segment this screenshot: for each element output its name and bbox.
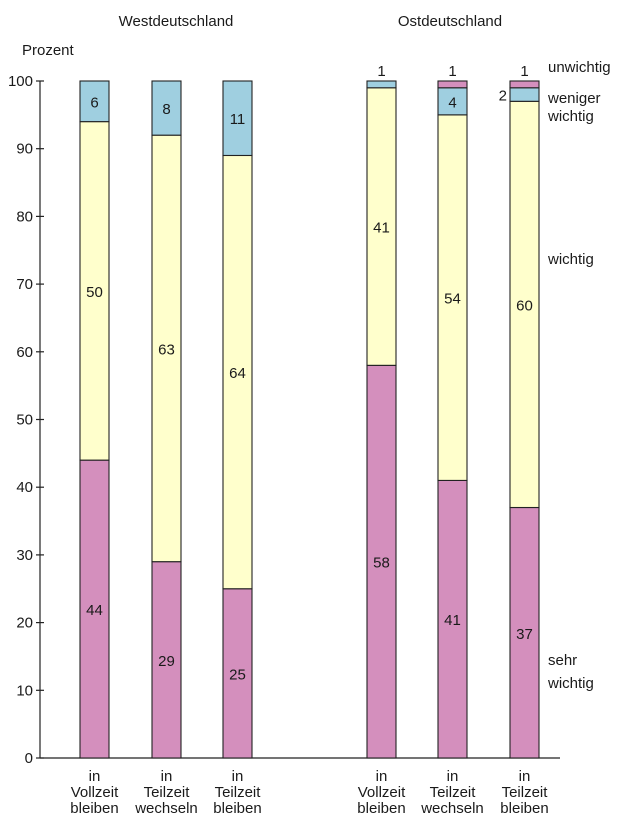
bar-segment — [437, 87, 468, 116]
x-tick-label: Teilzeit — [215, 784, 262, 801]
x-tick-label: Vollzeit — [71, 784, 119, 801]
bar-value-label: 58 — [373, 555, 390, 572]
y-tick-label: 30 — [16, 547, 33, 564]
bar-segment — [509, 506, 540, 759]
x-tick-label: in — [376, 768, 388, 785]
x-tick-label: wechseln — [134, 800, 198, 817]
bar-value-label: 1 — [448, 63, 456, 80]
y-tick-label: 10 — [16, 682, 33, 699]
bar-value-label: 25 — [229, 666, 246, 683]
y-axis-group: Prozent 0 10 20 30 40 50 60 70 80 90 100 Westdeutsch… — [8, 13, 560, 767]
legend-entry: wichtig — [547, 108, 594, 125]
group-title: Ostdeutschland — [398, 13, 502, 30]
bar-segment — [151, 80, 182, 136]
legend-entry: wichtig — [547, 675, 594, 692]
bar-value-label: 41 — [444, 612, 461, 629]
bar-segment — [437, 479, 468, 759]
x-tick-label: in — [447, 768, 459, 785]
x-tick-label: bleiben — [500, 800, 548, 817]
bar-segment — [222, 80, 253, 157]
bar-segment — [509, 100, 540, 509]
bar-segment — [79, 121, 110, 461]
x-tick-label: in — [519, 768, 531, 785]
bar-segment — [151, 561, 182, 759]
bar-value-label: 6 — [90, 94, 98, 111]
bar-value-label: 60 — [516, 297, 533, 314]
legend-entry: sehr — [548, 652, 577, 669]
x-tick-label: bleiben — [70, 800, 118, 817]
bar-value-label: 11 — [230, 111, 246, 128]
legend-entry: weniger — [547, 90, 601, 107]
bar-segment — [79, 80, 110, 123]
x-tick-label: wechseln — [420, 800, 484, 817]
group-title: Westdeutschland — [119, 13, 234, 30]
bar-segment — [509, 87, 540, 102]
x-tick-label: bleiben — [213, 800, 261, 817]
y-tick-label: 20 — [16, 615, 33, 632]
bar-value-label: 29 — [158, 653, 175, 670]
y-tick-label: 60 — [16, 344, 33, 361]
legend-entry: wichtig — [547, 251, 594, 268]
x-tick-label: Vollzeit — [358, 784, 406, 801]
x-tick-label: in — [232, 768, 244, 785]
bar-segment — [366, 364, 397, 759]
y-tick-label: 70 — [16, 276, 33, 293]
y-tick-label: 40 — [16, 479, 33, 496]
y-tick-label: 50 — [16, 412, 33, 429]
x-tick-label: bleiben — [357, 800, 405, 817]
bar-value-label: 54 — [444, 291, 461, 308]
y-axis-label: Prozent — [22, 42, 75, 59]
bar-segment — [509, 80, 540, 89]
x-tick-label: Teilzeit — [144, 784, 191, 801]
x-tick-label: in — [89, 768, 101, 785]
bar-segment — [437, 114, 468, 481]
bar-value-label: 50 — [86, 284, 103, 301]
bar-segment — [437, 80, 468, 89]
legend-entry: unwichtig — [548, 59, 611, 76]
bar-value-label: 41 — [373, 220, 390, 237]
bar-value-label: 8 — [162, 101, 170, 118]
y-tick-label: 80 — [16, 208, 33, 225]
x-tick-label: in — [161, 768, 173, 785]
x-tick-label: Teilzeit — [502, 784, 549, 801]
bar-segment — [366, 80, 397, 89]
bar-value-label: 1 — [520, 63, 528, 80]
bar-value-label: 2 — [499, 88, 507, 105]
y-tick-label: 90 — [16, 141, 33, 158]
bar-segment — [366, 87, 397, 366]
bar-value-label: 64 — [229, 365, 246, 382]
x-tick-labels-group: inVollzeitbleibeninTeilzeitwechselninTei… — [70, 768, 548, 817]
bar-value-label: 63 — [158, 341, 175, 358]
x-tick-label: Teilzeit — [430, 784, 477, 801]
bar-value-label: 4 — [448, 94, 456, 111]
y-tick-label: 0 — [25, 750, 33, 767]
bar-value-label: 37 — [516, 626, 533, 643]
bar-value-label: 1 — [377, 63, 385, 80]
bar-segment — [222, 154, 253, 590]
y-tick-label: 100 — [8, 73, 33, 90]
bar-value-label: 44 — [86, 602, 103, 619]
legend-group: sehrwichtigwichtigwenigerwichtigunwichti… — [547, 59, 611, 692]
